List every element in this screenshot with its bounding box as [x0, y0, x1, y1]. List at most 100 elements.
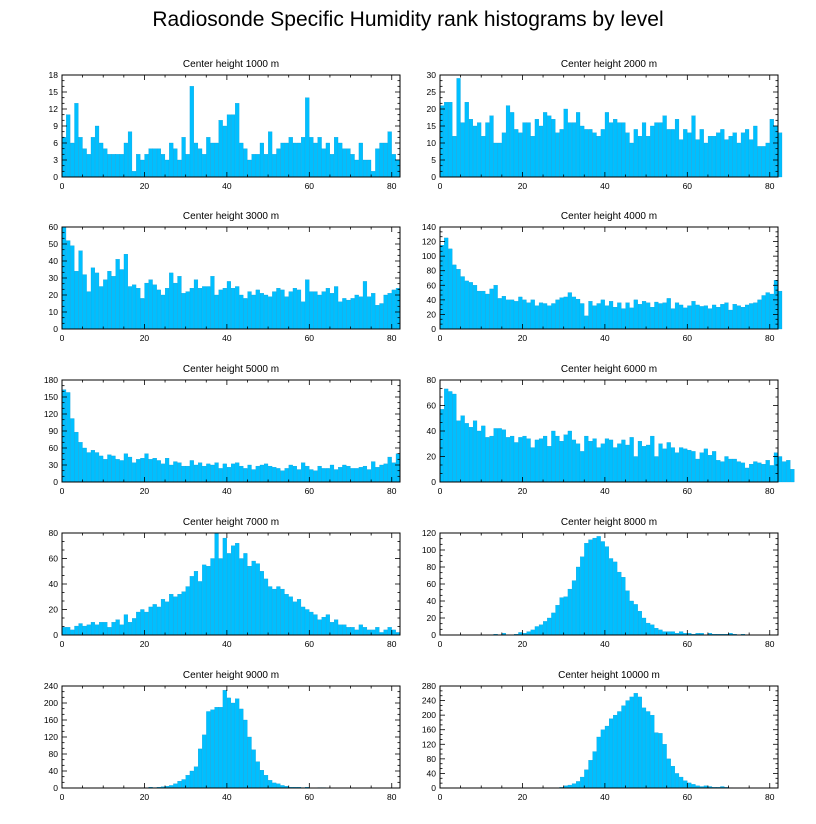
histogram-bar	[633, 456, 638, 483]
histogram-bar	[119, 460, 124, 483]
histogram-bar	[592, 305, 597, 330]
histogram-bar	[239, 708, 244, 789]
histogram-bar	[288, 291, 293, 330]
histogram-bar	[156, 460, 161, 483]
histogram-bar	[284, 594, 289, 636]
histogram-bar	[82, 447, 87, 483]
histogram-bar	[62, 627, 67, 636]
histogram-bar	[662, 744, 667, 789]
histogram-bar	[74, 431, 79, 483]
histogram-bar	[538, 302, 544, 330]
histogram-bar	[683, 448, 688, 483]
y-tick-label: 15	[49, 87, 59, 97]
histogram-bar	[375, 305, 380, 330]
histogram-bar	[724, 302, 729, 330]
histogram-bar	[214, 707, 219, 789]
histogram-bar	[584, 315, 589, 330]
histogram-bar	[790, 469, 795, 483]
x-tick-label: 0	[438, 333, 443, 343]
histogram-bar	[571, 580, 577, 636]
histogram-bar	[716, 132, 721, 178]
histogram-bar	[301, 301, 306, 330]
histogram-bar	[255, 289, 260, 330]
histogram-bar	[683, 129, 688, 178]
histogram-bar	[317, 465, 322, 483]
x-tick-label: 40	[600, 639, 610, 649]
histogram-bar	[576, 443, 581, 483]
histogram-bar	[329, 293, 335, 330]
histogram-bar	[584, 543, 589, 636]
histogram-bar	[156, 606, 161, 636]
histogram-bar	[679, 447, 684, 483]
histogram-bar	[555, 435, 560, 483]
histogram-bar	[86, 452, 91, 483]
histogram-bar	[338, 467, 343, 483]
histogram-bar	[243, 148, 248, 178]
panel-title: Center height 4000 m	[561, 211, 657, 222]
histogram-bar	[107, 454, 112, 483]
histogram-bar	[736, 142, 741, 178]
histogram-bar	[625, 302, 630, 330]
histogram-bar	[78, 250, 83, 330]
histogram-bar	[334, 286, 339, 330]
histogram-bar	[621, 122, 626, 178]
histogram-bar	[679, 776, 684, 789]
histogram-bar	[654, 732, 659, 789]
histogram-bar	[514, 301, 519, 330]
histogram-bar	[670, 308, 675, 330]
histogram-bar	[658, 733, 663, 789]
histogram-bar	[654, 456, 659, 483]
y-tick-label: 6	[53, 138, 58, 148]
x-tick-label: 80	[765, 792, 775, 802]
histogram-bar	[736, 461, 741, 483]
histogram-bar	[86, 154, 91, 178]
histogram-bar	[604, 112, 610, 178]
histogram-bar	[144, 154, 149, 178]
histogram-panel-3: Center height 3000 m 0 10 20 30 40 50 60 0 20 40 60…	[49, 211, 401, 343]
histogram-bar	[749, 303, 754, 330]
histogram-bar	[576, 298, 581, 330]
histogram-bar	[687, 449, 692, 483]
histogram-bar	[173, 596, 178, 636]
histogram-bar	[144, 282, 149, 330]
histogram-bar	[679, 304, 684, 330]
x-tick-label: 0	[60, 333, 65, 343]
y-tick-label: 20	[427, 104, 437, 114]
histogram-bar	[460, 415, 465, 483]
y-tick-label: 5	[431, 155, 436, 165]
histogram-bar	[621, 308, 626, 330]
x-tick-label: 60	[305, 792, 315, 802]
histogram-bar	[136, 288, 141, 330]
histogram-bar	[301, 606, 306, 636]
histogram-bar	[728, 309, 733, 330]
histogram-bar	[169, 142, 174, 178]
histogram-bar	[691, 115, 696, 178]
x-tick-label: 40	[222, 792, 232, 802]
histogram-bar	[156, 289, 161, 330]
histogram-bar	[193, 279, 199, 330]
histogram-bar	[485, 122, 490, 178]
histogram-bar	[439, 245, 445, 330]
histogram-bar	[489, 435, 494, 483]
histogram-bar	[173, 461, 178, 483]
histogram-bar	[534, 305, 539, 330]
histogram-bar	[745, 467, 750, 483]
histogram-bar	[346, 465, 351, 483]
histogram-bar	[198, 748, 203, 789]
histogram-bar	[707, 455, 713, 483]
histogram-bar	[699, 452, 704, 483]
histogram-bar	[214, 532, 219, 636]
y-tick-label: 0	[431, 783, 436, 793]
histogram-panel-2: Center height 2000 m 0 5 10 15 20 25 30 0 20 40 60 8…	[427, 59, 783, 191]
y-tick-label: 0	[53, 477, 58, 487]
x-tick-label: 20	[140, 486, 150, 496]
histogram-bar	[284, 468, 289, 483]
histogram-bar	[745, 129, 750, 178]
y-tick-label: 80	[427, 375, 437, 385]
histogram-bar	[90, 450, 95, 483]
x-tick-label: 20	[140, 333, 150, 343]
panel-title: Center height 7000 m	[183, 517, 279, 528]
histogram-bar	[123, 614, 128, 636]
histogram-bar	[165, 601, 170, 636]
y-tick-label: 3	[53, 155, 58, 165]
